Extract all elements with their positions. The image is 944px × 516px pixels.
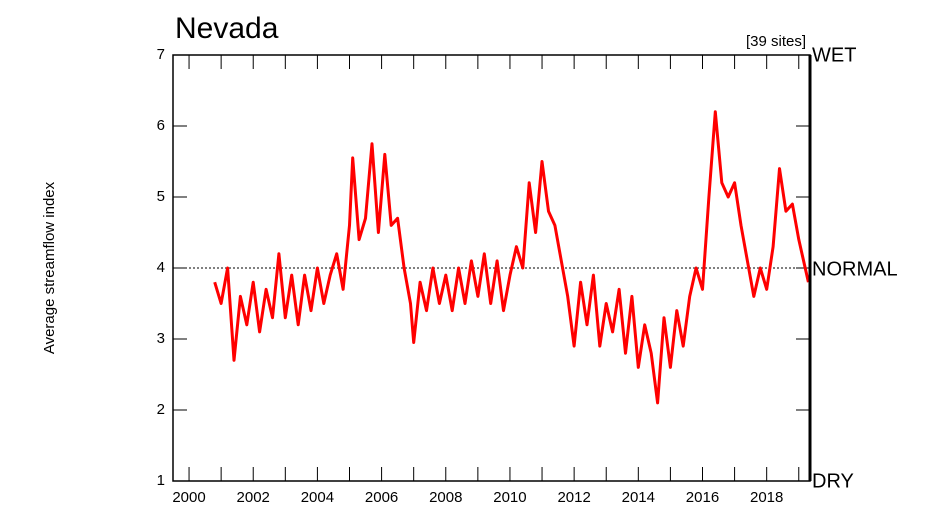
normal-label: NORMAL bbox=[812, 258, 898, 280]
y-tick-label: 6 bbox=[157, 117, 165, 134]
sites-note: [39 sites] bbox=[746, 33, 806, 50]
x-tick-label: 2006 bbox=[365, 489, 398, 506]
y-tick-label: 7 bbox=[157, 46, 165, 63]
x-tick-label: 2004 bbox=[301, 489, 334, 506]
x-tick-label: 2000 bbox=[172, 489, 205, 506]
x-tick-label: 2018 bbox=[750, 489, 783, 506]
y-tick-label: 3 bbox=[157, 330, 165, 347]
dry-label: DRY bbox=[812, 470, 854, 492]
x-tick-label: 2012 bbox=[557, 489, 590, 506]
y-tick-label: 4 bbox=[157, 259, 165, 276]
chart-title: Nevada bbox=[175, 12, 279, 45]
x-tick-label: 2008 bbox=[429, 489, 462, 506]
y-tick-label: 2 bbox=[157, 401, 165, 418]
y-tick-label: 1 bbox=[157, 472, 165, 489]
x-tick-label: 2002 bbox=[237, 489, 270, 506]
x-tick-label: 2010 bbox=[493, 489, 526, 506]
x-tick-label: 2014 bbox=[622, 489, 655, 506]
y-tick-label: 5 bbox=[157, 188, 165, 205]
x-tick-label: 2016 bbox=[686, 489, 719, 506]
wet-label: WET bbox=[812, 44, 856, 66]
y-axis-label: Average streamflow index bbox=[41, 181, 58, 354]
data-line bbox=[213, 110, 810, 405]
